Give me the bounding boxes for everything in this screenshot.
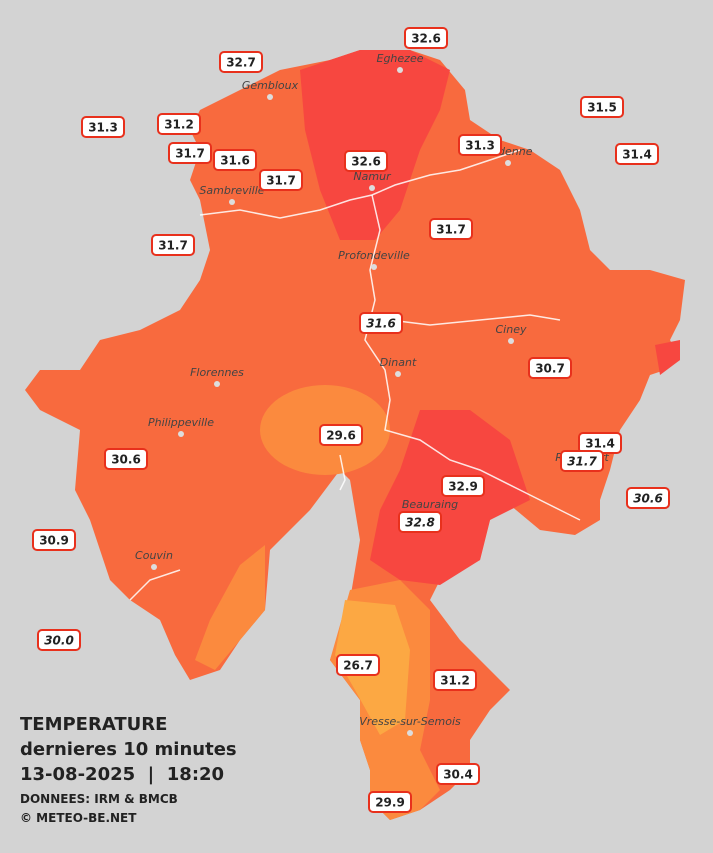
city-dot	[178, 431, 184, 437]
city-label: Dinant	[380, 356, 417, 369]
caption-datetime: 13-08-2025 | 18:20	[20, 764, 224, 785]
station-box	[259, 169, 303, 191]
city-dot	[505, 160, 511, 166]
station-value: 30.0	[44, 634, 74, 648]
station-box	[528, 357, 572, 379]
city-label: Beauraing	[402, 498, 458, 511]
station-box	[626, 487, 670, 509]
city-dot	[151, 564, 157, 570]
station-value: 31.4	[585, 437, 615, 451]
station-value: 31.7	[567, 455, 597, 469]
station-box	[319, 424, 363, 446]
city-dot	[397, 67, 403, 73]
station-box	[398, 511, 442, 533]
station-value: 31.2	[164, 118, 194, 132]
station-box	[436, 763, 480, 785]
stations: 32.6 32.7 31.3 31.2 31.7 31.6 31.7 32.6 31.3 31.5…	[32, 27, 670, 813]
station-box	[37, 629, 81, 651]
station-box	[168, 142, 212, 164]
station-box	[368, 791, 412, 813]
rivers	[129, 149, 581, 601]
station-box	[429, 218, 473, 240]
station-value: 31.3	[465, 139, 495, 153]
station-value: 30.9	[39, 534, 69, 548]
caption-subtitle: dernieres 10 minutes	[20, 739, 237, 760]
caption: TEMPERATURE dernieres 10 minutes 13-08-2…	[20, 714, 237, 825]
station-box	[441, 475, 485, 497]
station-box	[81, 116, 125, 138]
station-value: 30.6	[111, 453, 141, 467]
station-value: 26.7	[343, 659, 373, 673]
station-box	[404, 27, 448, 49]
station-value: 31.7	[266, 174, 296, 188]
station-value: 31.5	[587, 101, 617, 115]
city-dot	[508, 338, 514, 344]
station-value: 30.4	[443, 768, 473, 782]
city-label: Ciney	[496, 323, 527, 336]
station-value: 31.6	[366, 317, 396, 331]
city-dot	[214, 381, 220, 387]
station-value: 32.9	[448, 480, 478, 494]
city-label: Eghezee	[377, 52, 424, 65]
station-box	[580, 96, 624, 118]
station-box	[458, 134, 502, 156]
station-value: 32.7	[226, 56, 256, 70]
station-box	[359, 312, 403, 334]
station-box	[219, 51, 263, 73]
station-value: 31.7	[436, 223, 466, 237]
caption-title: TEMPERATURE	[20, 714, 167, 735]
city-dot	[407, 730, 413, 736]
city-label: Couvin	[135, 549, 173, 562]
station-value: 29.6	[326, 429, 356, 443]
city-label: Sambreville	[199, 184, 264, 197]
station-value: 31.7	[158, 239, 188, 253]
station-box	[157, 113, 201, 135]
station-box	[615, 143, 659, 165]
station-value: 32.6	[411, 32, 441, 46]
station-box	[104, 448, 148, 470]
city-dot	[371, 264, 377, 270]
station-value: 32.6	[351, 155, 381, 169]
city-dot	[267, 94, 273, 100]
station-value: 29.9	[375, 796, 405, 810]
city-label: Florennes	[190, 366, 244, 379]
city-label: Vresse-sur-Semois	[359, 715, 461, 728]
station-value: 32.8	[405, 516, 435, 530]
station-box	[560, 450, 604, 472]
station-value: 31.6	[220, 154, 250, 168]
city-dot	[395, 371, 401, 377]
station-box	[344, 150, 388, 172]
station-value: 31.7	[175, 147, 205, 161]
city-dot	[369, 185, 375, 191]
caption-credit: © METEO-BE.NET	[20, 811, 137, 825]
cities: EghezeeGemblouxAndenneNamurSambrevillePr…	[135, 52, 609, 736]
city-label: Gembloux	[242, 79, 299, 92]
city-label: Profondeville	[338, 249, 410, 262]
station-value: 31.3	[88, 121, 118, 135]
station-box	[433, 669, 477, 691]
station-box	[336, 654, 380, 676]
city-dot	[229, 199, 235, 205]
caption-source: DONNEES: IRM & BMCB	[20, 792, 178, 806]
station-box	[213, 149, 257, 171]
station-value: 30.7	[535, 362, 565, 376]
station-box	[151, 234, 195, 256]
station-value: 30.6	[633, 492, 663, 506]
station-box	[32, 529, 76, 551]
city-label: Philippeville	[148, 416, 214, 429]
station-value: 31.4	[622, 148, 652, 162]
city-label: Namur	[353, 170, 392, 183]
station-value: 31.2	[440, 674, 470, 688]
